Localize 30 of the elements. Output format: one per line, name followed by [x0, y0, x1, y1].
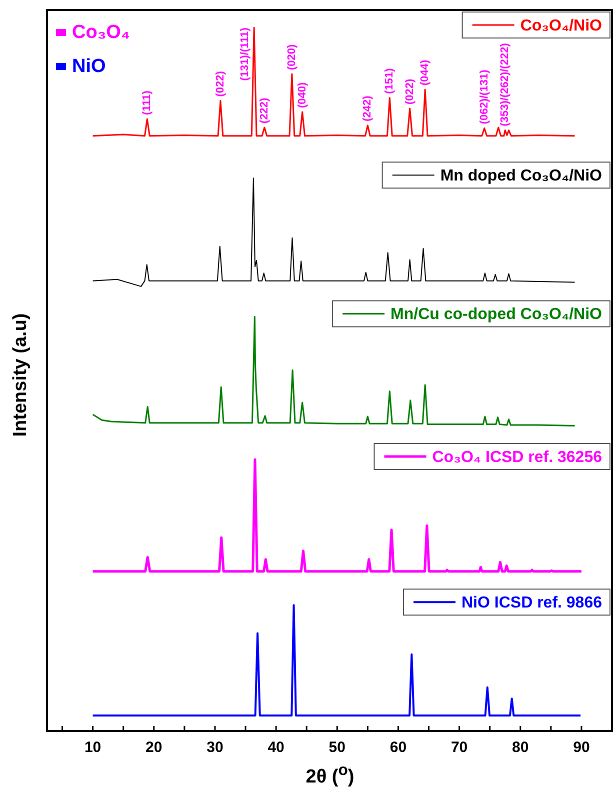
annotation: (353)/(262)/(222)	[499, 42, 512, 126]
legend-label: NiO ICSD ref. 9866	[462, 594, 602, 612]
x-tick-label: 90	[573, 739, 590, 756]
legend-label: Co₃O₄ ICSD ref. 36256	[432, 448, 602, 466]
x-tick-label: 20	[146, 739, 162, 756]
x-tick-label: 60	[390, 739, 407, 756]
y-axis-title: Intensity (a.u)	[10, 313, 32, 437]
annotation: (151)	[384, 68, 396, 94]
legend-label: Mn/Cu co-doped Co₃O₄/NiO	[390, 306, 602, 324]
x-tick-label: 80	[512, 739, 529, 756]
annotation: (020)	[286, 44, 298, 70]
annotation: (040)	[296, 82, 308, 108]
x-tick-label: 30	[206, 739, 224, 756]
annotation: (022)	[214, 70, 226, 97]
annotation: NiO	[72, 56, 106, 77]
legend-label: Co₃O₄/NiO	[520, 17, 602, 34]
annotation: (111)	[141, 90, 154, 116]
x-tick-label: 10	[84, 739, 102, 756]
x-tick-label: 40	[268, 739, 284, 756]
x-tick-label: 70	[450, 739, 468, 756]
x-axis-title: 2θ ($^{o}$)	[304, 762, 356, 788]
annotation: (022)	[404, 78, 416, 104]
annotation: Co₃O₄	[72, 22, 130, 43]
annotation: (242)	[362, 95, 374, 122]
x-tick-label: 50	[328, 739, 346, 756]
annotation: (044)	[419, 59, 432, 86]
annotation: (062)/(131)	[478, 69, 490, 124]
annotation: (222)	[258, 97, 270, 124]
legend-label: Mn doped Co₃O₄/NiO	[440, 168, 602, 185]
annotation: (131)/(111)	[239, 27, 252, 81]
